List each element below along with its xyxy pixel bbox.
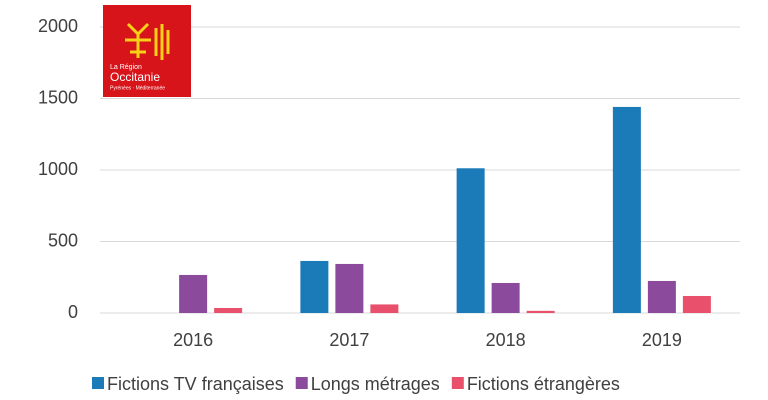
plot: 0 500 1000 1500 2000 2016 2017 2018 2019 Fictions…: [38, 16, 740, 394]
y-tick-label: 1000: [38, 159, 78, 179]
legend-swatch: [295, 377, 308, 389]
logo-text: Pyrénées · Méditerranée: [110, 85, 165, 91]
bar: [682, 295, 711, 313]
legend-label: Fictions étrangères: [467, 374, 620, 394]
legend-swatch: [451, 377, 464, 389]
logo-text: Occitanie: [110, 70, 160, 84]
bar: [335, 263, 364, 313]
logo-text: La Région: [110, 64, 142, 71]
y-tick-label: 500: [48, 230, 78, 250]
legend-label: Longs métrages: [311, 374, 440, 394]
y-tick-label: 1500: [38, 87, 78, 107]
bar: [300, 260, 329, 313]
legend-label: Fictions TV françaises: [107, 374, 284, 394]
y-tick-label: 0: [68, 302, 78, 322]
bar: [214, 307, 243, 313]
x-tick-label: 2016: [173, 330, 213, 350]
x-tick-label: 2018: [486, 330, 526, 350]
bar: [612, 106, 641, 313]
y-tick-label: 2000: [38, 16, 78, 36]
bar: [370, 304, 399, 313]
bar: [456, 168, 485, 313]
bar: [179, 274, 208, 313]
bar: [491, 282, 520, 313]
logo-cross: [125, 22, 170, 60]
x-tick-label: 2017: [329, 330, 369, 350]
x-tick-label: 2019: [642, 330, 682, 350]
bar: [526, 310, 555, 313]
bar: [647, 280, 676, 313]
logo: La Région Occitanie Pyrénées · Méditerra…: [103, 5, 191, 97]
logo-bg: [103, 5, 191, 97]
legend-swatch: [92, 377, 104, 389]
